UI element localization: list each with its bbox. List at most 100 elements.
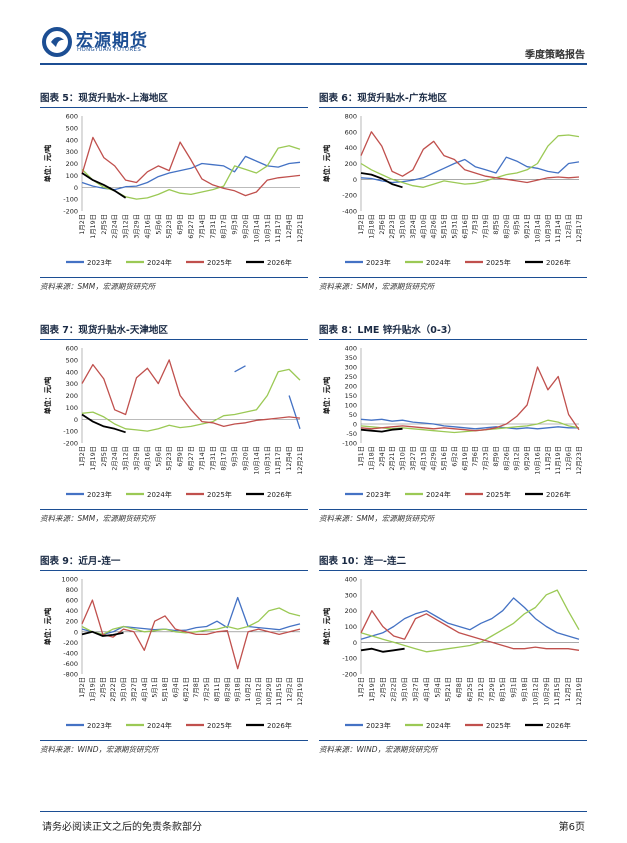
x-tick-label: 7月31日	[209, 446, 217, 471]
legend-label: 2026年	[267, 258, 292, 267]
source-divider	[40, 277, 308, 278]
source-divider	[40, 740, 308, 741]
series-line-2023年	[81, 155, 301, 191]
y-tick-label: 100	[66, 404, 78, 412]
figure-title-divider	[40, 339, 308, 340]
y-tick-label: 500	[66, 356, 78, 364]
y-tick-label: 250	[345, 373, 357, 381]
x-tick-label: 5月4日	[433, 677, 441, 698]
figure-source: 资料来源：SMM，宏源期货研究所	[40, 282, 156, 291]
x-tick-label: 12月2日	[286, 677, 294, 702]
y-tick-label: 200	[345, 160, 357, 168]
x-tick-label: 8月5日	[492, 214, 500, 235]
series-line-2026年	[360, 427, 403, 433]
x-tick-label: 8月17日	[220, 214, 228, 239]
series-line-2025年	[360, 610, 580, 651]
x-tick-label: 2月4日	[378, 446, 386, 467]
x-tick-label: 2月23日	[388, 214, 396, 239]
legend-label: 2026年	[546, 721, 571, 730]
legend-label: 2024年	[426, 721, 451, 730]
y-axis-label: 单位：元/吨	[43, 145, 52, 183]
x-tick-label: 11月15日	[553, 677, 561, 706]
y-tick-label: -800	[63, 671, 78, 679]
x-tick-label: 8月11日	[213, 677, 221, 702]
x-tick-label: 4月29日	[430, 446, 438, 471]
y-tick-label: 400	[345, 144, 357, 152]
x-tick-label: 4月14日	[422, 677, 430, 702]
x-tick-label: 3月10日	[399, 446, 407, 471]
x-tick-label: 5月31日	[450, 214, 458, 239]
x-tick-label: 12月19日	[575, 677, 583, 706]
y-tick-label: 50	[349, 411, 357, 419]
x-tick-label: 8月28日	[223, 677, 231, 702]
y-tick-label: 1000	[61, 576, 78, 584]
chart-svg: 单位：元/吨 -200 -100 0 100 200 300 400 500 600 1月2日 1月1…	[43, 345, 304, 500]
x-tick-label: 10月29日	[265, 677, 273, 706]
y-tick-label: -200	[63, 440, 78, 448]
logo-text-cn: 宏源期货	[76, 31, 148, 51]
y-tick-label: 500	[66, 124, 78, 132]
x-tick-label: 8月20日	[502, 214, 510, 239]
figure-panel-5: 图表 5：现货升贴水-上海地区 单位：元/吨 -200 -100 0 100 200 300…	[40, 90, 308, 300]
x-tick-label: 7月14日	[198, 214, 206, 239]
y-tick-label: 100	[345, 402, 357, 410]
source-divider	[319, 277, 587, 278]
figure-title-divider	[40, 107, 308, 108]
x-tick-label: 8月9日	[492, 446, 500, 467]
y-axis-label: 单位：元/吨	[322, 608, 331, 646]
legend-label: 2024年	[147, 258, 172, 267]
company-logo: 宏源期货 HONGYUAN FUTURES	[42, 26, 192, 60]
x-tick-label: 7月3日	[471, 214, 479, 235]
source-divider	[319, 509, 587, 510]
x-tick-label: 9月1日	[510, 677, 518, 698]
y-tick-label: 800	[345, 113, 357, 121]
legend-label: 2023年	[366, 258, 391, 267]
figure-source: 资料来源：SMM，宏源期货研究所	[40, 514, 156, 523]
y-tick-label: -200	[342, 671, 357, 679]
x-tick-label: 4月26日	[430, 214, 438, 239]
x-tick-label: 1月2日	[78, 446, 86, 467]
x-tick-label: 2月24日	[111, 214, 119, 239]
x-tick-label: 7月25日	[203, 677, 211, 702]
x-tick-label: 4月16日	[143, 214, 151, 239]
y-tick-label: -600	[63, 660, 78, 668]
x-tick-label: 8月26日	[502, 446, 510, 471]
x-tick-label: 11月15日	[275, 677, 283, 706]
y-tick-label: -200	[63, 208, 78, 216]
y-tick-label: 200	[66, 392, 78, 400]
x-tick-label: 11月17日	[274, 214, 282, 243]
x-tick-label: 11月19日	[554, 446, 562, 475]
series-line-2026年	[360, 172, 403, 189]
legend-label: 2025年	[207, 721, 232, 730]
y-tick-label: 300	[345, 364, 357, 372]
x-tick-label: 12月21日	[296, 446, 304, 475]
y-tick-label: 200	[345, 383, 357, 391]
legend-label: 2025年	[207, 258, 232, 267]
figure-source: 资料来源：WIND，宏源期货研究所	[40, 745, 159, 754]
x-tick-label: 3月29日	[133, 446, 141, 471]
x-tick-label: 10月12日	[254, 677, 262, 706]
x-tick-label: 2月5日	[100, 214, 108, 235]
x-tick-label: 3月27日	[130, 677, 138, 702]
x-tick-label: 7月31日	[209, 214, 217, 239]
series-line-2024年	[81, 368, 301, 432]
series-line-2024年	[360, 589, 580, 653]
y-tick-label: 600	[345, 128, 357, 136]
x-tick-label: 3月10日	[120, 677, 128, 702]
x-tick-label: 12月23日	[575, 446, 583, 475]
y-tick-label: -100	[63, 196, 78, 204]
legend-label: 2024年	[426, 490, 451, 499]
y-tick-label: 300	[66, 148, 78, 156]
y-tick-label: 400	[66, 368, 78, 376]
x-tick-label: 5月6日	[154, 446, 162, 467]
figure-panel-7: 图表 7：现货升贴水-天津地区 单位：元/吨 -200 -100 0 100 200 300…	[40, 322, 308, 532]
x-tick-label: 3月27日	[409, 446, 417, 471]
series-line-2026年	[81, 413, 126, 434]
source-divider	[40, 509, 308, 510]
x-tick-label: 1月19日	[89, 214, 97, 239]
x-tick-label: 9月5日	[513, 214, 521, 235]
x-tick-label: 6月16日	[461, 214, 469, 239]
legend-label: 2023年	[87, 258, 112, 267]
footer-divider	[40, 811, 587, 812]
y-tick-label: 400	[66, 136, 78, 144]
